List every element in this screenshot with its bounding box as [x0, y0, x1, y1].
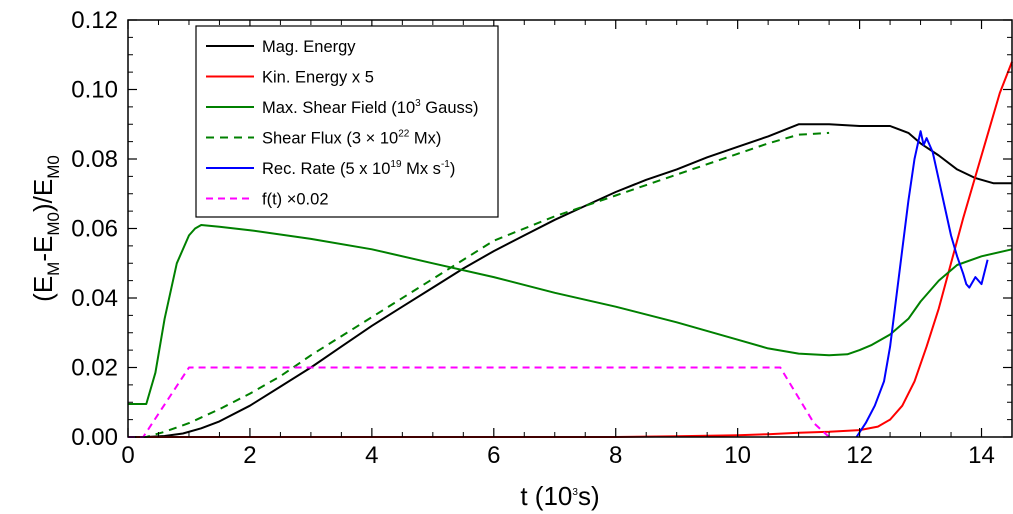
legend-label: Max. Shear Field (103 Gauss) — [262, 98, 479, 117]
y-tick-label: 0.06 — [71, 216, 118, 243]
legend-label-superscript: -1 — [441, 159, 450, 170]
legend-label: f(t) ×0.02 — [262, 191, 329, 209]
legend-label: Rec. Rate (5 x 1019 Mx s-1) — [262, 159, 455, 178]
series-line-1 — [128, 123, 1012, 438]
series-line-3 — [128, 224, 1013, 405]
x-axis-title-superscript: 3 — [572, 487, 578, 498]
legend-label-text: ) — [450, 160, 456, 178]
y-axis-title-text: )/E — [28, 179, 58, 212]
y-tick-label: 0.00 — [71, 424, 118, 451]
y-tick-label: 0.04 — [71, 285, 118, 312]
series-line-5 — [855, 130, 989, 438]
series-line-4 — [128, 131, 830, 438]
y-axis-title-subscript: M — [44, 262, 63, 276]
x-axis-title-text: s) — [578, 481, 600, 511]
x-tick-label: 4 — [365, 442, 378, 469]
y-axis-title-subscript: M0 — [44, 155, 63, 179]
x-tick-label: 14 — [968, 442, 995, 469]
y-axis-title-subscript: M0 — [44, 212, 63, 236]
legend: Mag. Energy Kin. Energy x 5 Max. Shear Fie… — [195, 25, 499, 218]
y-axis-title-text: -E — [28, 236, 58, 262]
axes-layer: 0 2 4 6 8 10 12 14 0.00 0.02 0.04 0.06 0.08 0.10 0.12 — [71, 7, 1013, 469]
legend-label-superscript: 3 — [415, 98, 421, 109]
legend-label-superscript: 22 — [398, 129, 410, 140]
x-tick-label: 12 — [846, 442, 873, 469]
x-tick-label: 0 — [121, 442, 134, 469]
y-tick-label: 0.12 — [71, 7, 118, 34]
legend-label-text: Kin. Energy x 5 — [262, 69, 374, 87]
x-axis-title: t (103s) — [520, 481, 599, 511]
legend-label-superscript: 19 — [390, 159, 402, 170]
legend-box — [195, 25, 499, 218]
legend-label-text: Mx) — [409, 130, 441, 148]
legend-label-text: Gauss) — [421, 99, 479, 117]
legend-label-text: Mag. Energy — [262, 38, 356, 56]
x-tick-label: 2 — [243, 442, 256, 469]
legend-label: Kin. Energy x 5 — [262, 69, 374, 87]
y-axis-title: (EM-EM0)/EM0 — [28, 155, 63, 302]
legend-label-text: Shear Flux (3 × 10 — [262, 130, 398, 148]
legend-label: Mag. Energy — [262, 38, 356, 56]
legend-label: Shear Flux (3 × 1022 Mx) — [262, 129, 441, 148]
y-tick-label: 0.10 — [71, 77, 118, 104]
y-axis-title-text: (E — [28, 276, 58, 302]
x-tick-label: 10 — [724, 442, 751, 469]
x-axis-title-text: t (10 — [520, 481, 572, 511]
x-tick-label: 6 — [487, 442, 500, 469]
legend-label-text: Rec. Rate (5 x 10 — [262, 160, 390, 178]
legend-label-text: f(t) ×0.02 — [262, 191, 329, 209]
axis-titles: t (103s)(EM-EM0)/EM0 — [28, 155, 600, 511]
y-tick-label: 0.08 — [71, 146, 118, 173]
legend-label-text: Mx s — [402, 160, 441, 178]
x-tick-label: 8 — [609, 442, 622, 469]
legend-label-text: Max. Shear Field (10 — [262, 99, 415, 117]
y-tick-label: 0.02 — [71, 355, 118, 382]
